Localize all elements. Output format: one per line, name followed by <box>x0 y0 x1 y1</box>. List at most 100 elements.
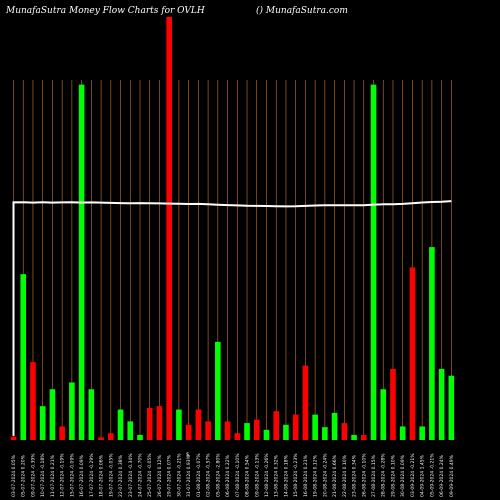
bar-red <box>59 426 65 440</box>
bar-red <box>292 414 299 440</box>
bar-red <box>205 421 211 440</box>
x-tick-label: 26-07-2024 0.12% <box>157 454 163 497</box>
axis-symbol: $ <box>186 452 189 458</box>
x-tick-label: 08-08-2024 0.54% <box>245 454 251 497</box>
bar-green <box>263 429 270 440</box>
bar-green <box>448 375 455 440</box>
x-tick-label: 05-09-2024 -0.21% <box>429 453 435 497</box>
bar-green <box>399 426 406 440</box>
x-tick-label: 05-08-2024 -2.80% <box>215 453 221 497</box>
x-tick-label: 13-08-2024 0.32% <box>274 454 280 497</box>
x-tick-label: 27-08-2024 0.15% <box>371 454 377 497</box>
bar-green <box>429 247 435 440</box>
x-tick-label: 03-09-2024 -0.21% <box>410 453 416 497</box>
bar-red <box>409 267 416 440</box>
bar-red <box>156 406 163 440</box>
x-tick-label: 19-07-2024 -0.05% <box>108 453 114 497</box>
bar-green <box>215 341 221 440</box>
x-tick-label: 07-08-2024 -0.10% <box>235 453 241 497</box>
bar-red <box>341 423 348 440</box>
bar-red <box>185 424 192 440</box>
bar-red <box>195 409 202 440</box>
bar-green <box>244 423 250 440</box>
bar-green <box>127 421 134 440</box>
bar-green <box>117 409 124 440</box>
x-tick-label: 24-07-2024 -0.70% <box>137 453 143 497</box>
x-tick-label: 11-07-2024 0.21% <box>50 454 56 497</box>
x-tick-label: 28-08-2024 -0.28% <box>381 453 387 497</box>
bar-red <box>360 434 367 440</box>
x-tick-label: 23-08-2024 0.34% <box>352 454 358 497</box>
x-tick-label: 09-09-2024 0.49% <box>449 454 455 497</box>
bar-green <box>312 414 318 440</box>
bar-green <box>331 412 338 440</box>
x-tick-label: 21-08-2024 0.66% <box>332 454 338 497</box>
x-tick-label: 17-07-2024 -0.29% <box>89 453 95 497</box>
bar-green <box>351 434 357 440</box>
x-axis-labels: 03-07-2024 0.05% 05-07-2024 0.20% 09-07-20… <box>11 453 455 497</box>
bar-red <box>253 419 260 440</box>
bar-red <box>390 368 396 440</box>
bar-green <box>88 389 95 440</box>
bar-red <box>108 433 114 440</box>
bar-green <box>176 409 182 440</box>
x-tick-label: 04-09-2024 1.45% <box>420 454 426 497</box>
x-tick-label: 29-07-2024 0.07% <box>167 454 173 497</box>
x-tick-label: 05-07-2024 0.20% <box>21 454 27 497</box>
x-tick-label: 12-08-2024 -0.26% <box>264 453 270 497</box>
bar-green <box>69 382 75 440</box>
bar-red <box>146 407 153 440</box>
x-tick-label: 10-07-2024 -0.18% <box>40 453 46 497</box>
bar-red <box>234 433 241 440</box>
bar-green <box>419 426 425 440</box>
x-tick-label: 23-07-2024 -0.34% <box>128 453 134 497</box>
bar-green <box>370 84 377 440</box>
bars <box>10 16 455 441</box>
x-tick-label: 09-08-2024 -0.13% <box>254 453 260 497</box>
bar-green <box>49 389 56 440</box>
x-tick-label: 30-08-2024 0.09% <box>400 454 406 497</box>
x-tick-label: 26-08-2024 -0.10% <box>361 453 367 497</box>
x-tick-label: 19-08-2024 0.12% <box>313 454 319 497</box>
bar-red <box>302 365 309 440</box>
site-credit: () MunafaSutra.com <box>256 6 348 16</box>
x-tick-label: 30-07-2024 -0.21% <box>176 453 182 497</box>
bar-green <box>78 84 85 440</box>
x-tick-label: 03-07-2024 0.05% <box>11 454 17 497</box>
x-tick-label: 02-08-2024 -0.57% <box>206 453 212 497</box>
x-tick-label: 15-08-2024 -0.23% <box>293 453 299 497</box>
x-tick-label: 31-07-2024 0.93% <box>186 454 192 497</box>
x-tick-label: 15-07-2024 -0.09% <box>69 453 75 497</box>
price-line-path <box>12 200 452 436</box>
x-tick-label: 16-08-2024 0.21% <box>303 454 309 497</box>
chart-title: MunafaSutra Money Flow Charts for OVLH <box>6 6 205 16</box>
x-tick-label: 29-08-2024 0.10% <box>390 454 396 497</box>
bar-green <box>322 427 328 440</box>
bar-red <box>98 437 104 440</box>
bar-green <box>20 274 27 440</box>
x-tick-label: 09-07-2024 -0.39% <box>30 453 36 497</box>
bar-red <box>10 436 17 440</box>
bar-red <box>224 421 231 440</box>
bar-red <box>273 411 280 440</box>
bar-green <box>438 368 445 440</box>
x-tick-label: 16-07-2024 0.09% <box>79 454 85 497</box>
price-line <box>12 200 452 436</box>
x-tick-label: 06-09-2024 0.24% <box>439 454 445 497</box>
x-tick-label: 25-07-2024 -0.05% <box>147 453 153 497</box>
bar-red <box>166 16 172 441</box>
bar-green <box>137 434 143 440</box>
x-tick-label: 14-08-2024 0.18% <box>283 454 289 497</box>
bar-red <box>30 362 36 440</box>
x-tick-label: 18-07-2024 0.06% <box>99 454 105 497</box>
bar-green <box>380 389 387 440</box>
x-tick-label: 01-08-2024 -0.07% <box>196 453 202 497</box>
bar-green <box>283 424 289 440</box>
x-tick-label: 12-07-2024 -0.19% <box>60 453 66 497</box>
x-tick-label: 22-08-2024 0.10% <box>342 454 348 497</box>
x-tick-label: 20-08-2024 -0.24% <box>322 453 328 497</box>
x-tick-label: 06-08-2024 0.22% <box>225 454 231 497</box>
x-tick-label: 22-07-2024 0.38% <box>118 454 124 497</box>
bar-green <box>39 406 46 440</box>
